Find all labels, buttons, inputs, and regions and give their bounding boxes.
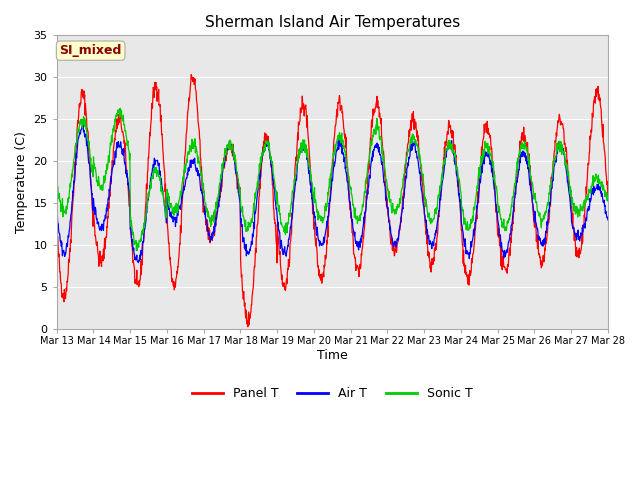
Title: Sherman Island Air Temperatures: Sherman Island Air Temperatures — [205, 15, 460, 30]
Sonic T — [176, 193, 184, 199]
Air T — [163, 220, 170, 226]
Air T — [604, 217, 612, 223]
Panel T — [604, 192, 612, 198]
Line: Panel T: Panel T — [57, 75, 608, 327]
Panel T — [237, 274, 245, 280]
X-axis label: Time: Time — [317, 349, 348, 362]
Panel T — [188, 72, 195, 78]
Air T — [540, 243, 547, 249]
Text: SI_mixed: SI_mixed — [60, 44, 122, 57]
Panel T — [244, 324, 252, 330]
Sonic T — [540, 216, 547, 222]
Sonic T — [491, 172, 499, 178]
Panel T — [491, 183, 499, 189]
Air T — [53, 205, 61, 211]
Air T — [176, 204, 184, 210]
Line: Sonic T: Sonic T — [57, 108, 608, 251]
Air T — [79, 121, 87, 127]
Air T — [134, 260, 142, 265]
Sonic T — [163, 214, 170, 220]
Panel T — [540, 252, 547, 258]
Sonic T — [238, 209, 246, 215]
Sonic T — [604, 198, 612, 204]
Line: Air T: Air T — [57, 124, 608, 263]
Air T — [238, 223, 246, 229]
Sonic T — [116, 105, 124, 111]
Air T — [419, 197, 426, 203]
Sonic T — [419, 173, 426, 179]
Air T — [491, 186, 499, 192]
Panel T — [162, 205, 170, 211]
Panel T — [53, 221, 61, 227]
Sonic T — [133, 248, 141, 253]
Sonic T — [53, 183, 61, 189]
Panel T — [175, 248, 183, 254]
Panel T — [419, 181, 426, 187]
Legend: Panel T, Air T, Sonic T: Panel T, Air T, Sonic T — [187, 383, 478, 406]
Y-axis label: Temperature (C): Temperature (C) — [15, 132, 28, 233]
